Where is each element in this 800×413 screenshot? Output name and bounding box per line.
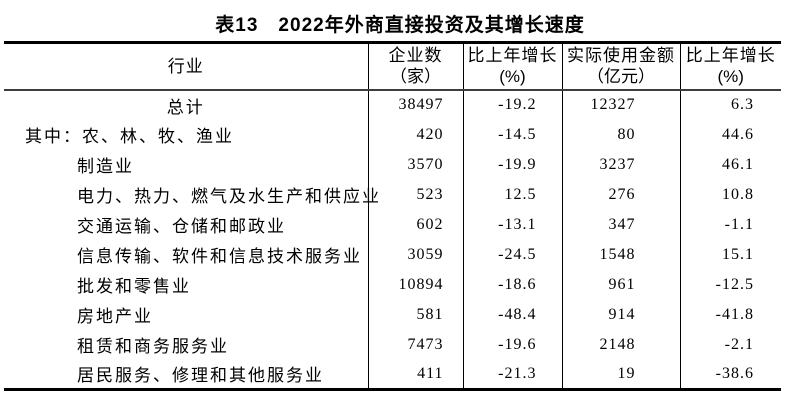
- enterprises-growth-cell: 12.5: [462, 179, 562, 210]
- col-header-amount-used: 实际使用金额 （亿元）: [561, 42, 680, 91]
- industry-label: 批发和零售业: [77, 277, 191, 296]
- enterprises-count-cell: 420: [367, 119, 463, 150]
- industry-cell: 总计: [4, 90, 368, 120]
- industry-cell: 信息传输、软件和信息技术服务业: [4, 240, 368, 270]
- amount-growth-cell: 15.1: [679, 239, 781, 270]
- amount-used-cell: 276: [561, 179, 680, 210]
- industry-label: 电力、热力、燃气及水生产和供应业: [77, 187, 381, 206]
- industry-label: 制造业: [77, 157, 134, 176]
- col-header-industry-label: 行业: [167, 56, 204, 76]
- amount-used-cell: 914: [561, 299, 680, 330]
- col-header-enterprises-unit: （家）: [390, 67, 441, 87]
- amount-growth-cell: 6.3: [679, 89, 781, 120]
- table-row: 信息传输、软件和信息技术服务业 3059 -24.5 1548 15.1: [4, 239, 781, 270]
- industry-cell: 租赁和商务服务业: [4, 330, 368, 360]
- table-row: 其中：农、林、牧、渔业 420 -14.5 80 44.6: [4, 119, 781, 150]
- enterprises-count-cell: 38497: [367, 89, 463, 120]
- col-header-amount-growth: 比上年增长 (%): [679, 42, 781, 91]
- enterprises-growth-cell: -21.3: [462, 359, 562, 390]
- amount-used-cell: 347: [561, 209, 680, 240]
- amount-growth-cell: -2.1: [679, 329, 781, 360]
- enterprises-count-cell: 3059: [367, 239, 463, 270]
- table-row: 总计 38497 -19.2 12327 6.3: [4, 89, 781, 120]
- col-header-amount-growth-unit: (%): [717, 67, 744, 87]
- enterprises-growth-cell: -24.5: [462, 239, 562, 270]
- industry-cell: 居民服务、修理和其他服务业: [4, 360, 368, 390]
- enterprises-count-cell: 411: [367, 359, 463, 390]
- fdi-table: 行业 企业数 （家） 比上年增长 (%) 实际使用金额 （亿元） 比上年增长 (…: [4, 41, 781, 391]
- col-header-industry: 行业: [4, 42, 368, 91]
- enterprises-growth-cell: -18.6: [462, 269, 562, 300]
- amount-used-cell: 1548: [561, 239, 680, 270]
- amount-used-cell: 2148: [561, 329, 680, 360]
- amount-growth-cell: 44.6: [679, 119, 781, 150]
- table-row: 居民服务、修理和其他服务业 411 -21.3 19 -38.6: [4, 359, 781, 390]
- col-header-enterprises-growth-unit: (%): [499, 67, 526, 87]
- enterprises-count-cell: 3570: [367, 149, 463, 180]
- amount-growth-cell: -38.6: [679, 359, 781, 390]
- table-row: 租赁和商务服务业 7473 -19.6 2148 -2.1: [4, 329, 781, 360]
- enterprises-growth-cell: -14.5: [462, 119, 562, 150]
- industry-label: 农、林、牧、渔业: [82, 127, 234, 146]
- table-row: 制造业 3570 -19.9 3237 46.1: [4, 149, 781, 180]
- enterprises-count-cell: 10894: [367, 269, 463, 300]
- industry-label: 总计: [166, 97, 205, 117]
- col-header-enterprises-label: 企业数: [388, 46, 443, 66]
- amount-used-cell: 19: [561, 359, 680, 390]
- enterprises-growth-cell: -19.2: [462, 89, 562, 120]
- amount-used-cell: 961: [561, 269, 680, 300]
- industry-label: 信息传输、软件和信息技术服务业: [77, 247, 362, 266]
- table-row: 房地产业 581 -48.4 914 -41.8: [4, 299, 781, 330]
- table-body: 总计 38497 -19.2 12327 6.3 其中：农、林、牧、渔业 420…: [4, 89, 781, 390]
- enterprises-count-cell: 7473: [367, 329, 463, 360]
- industry-cell: 其中：农、林、牧、渔业: [4, 120, 368, 150]
- col-header-amount-growth-label: 比上年增长: [685, 46, 776, 66]
- table-row: 批发和零售业 10894 -18.6 961 -12.5: [4, 269, 781, 300]
- enterprises-count-cell: 602: [367, 209, 463, 240]
- amount-used-cell: 80: [561, 119, 680, 150]
- enterprises-growth-cell: -19.6: [462, 329, 562, 360]
- industry-cell: 制造业: [4, 150, 368, 180]
- enterprises-count-cell: 523: [367, 179, 463, 210]
- industry-label: 交通运输、仓储和邮政业: [77, 217, 286, 236]
- col-header-amount-used-label: 实际使用金额: [567, 46, 675, 66]
- amount-growth-cell: 10.8: [679, 179, 781, 210]
- header-row: 行业 企业数 （家） 比上年增长 (%) 实际使用金额 （亿元） 比上年增长 (…: [4, 42, 781, 91]
- table-row: 电力、热力、燃气及水生产和供应业 523 12.5 276 10.8: [4, 179, 781, 210]
- industry-prefix: 其中：: [25, 127, 82, 146]
- enterprises-growth-cell: -13.1: [462, 209, 562, 240]
- industry-label: 租赁和商务服务业: [77, 337, 229, 356]
- industry-label: 房地产业: [77, 307, 153, 326]
- amount-growth-cell: -1.1: [679, 209, 781, 240]
- industry-cell: 房地产业: [4, 300, 368, 330]
- col-header-enterprises-growth: 比上年增长 (%): [462, 42, 562, 91]
- industry-cell: 电力、热力、燃气及水生产和供应业: [4, 180, 379, 210]
- industry-cell: 交通运输、仓储和邮政业: [4, 210, 368, 240]
- enterprises-count-cell: 581: [367, 299, 463, 330]
- amount-growth-cell: 46.1: [679, 149, 781, 180]
- enterprises-growth-cell: -19.9: [462, 149, 562, 180]
- col-header-amount-used-unit: （亿元）: [587, 67, 655, 87]
- col-header-enterprises-growth-label: 比上年增长: [467, 46, 558, 66]
- amount-growth-cell: -12.5: [679, 269, 781, 300]
- industry-label: 居民服务、修理和其他服务业: [77, 366, 324, 386]
- amount-used-cell: 12327: [561, 89, 680, 120]
- table-row: 交通运输、仓储和邮政业 602 -13.1 347 -1.1: [4, 209, 781, 240]
- enterprises-growth-cell: -48.4: [462, 299, 562, 330]
- amount-growth-cell: -41.8: [679, 299, 781, 330]
- table-title: 表13 2022年外商直接投资及其增长速度: [215, 15, 585, 36]
- industry-cell: 批发和零售业: [4, 270, 368, 300]
- col-header-enterprises: 企业数 （家）: [367, 42, 463, 91]
- amount-used-cell: 3237: [561, 149, 680, 180]
